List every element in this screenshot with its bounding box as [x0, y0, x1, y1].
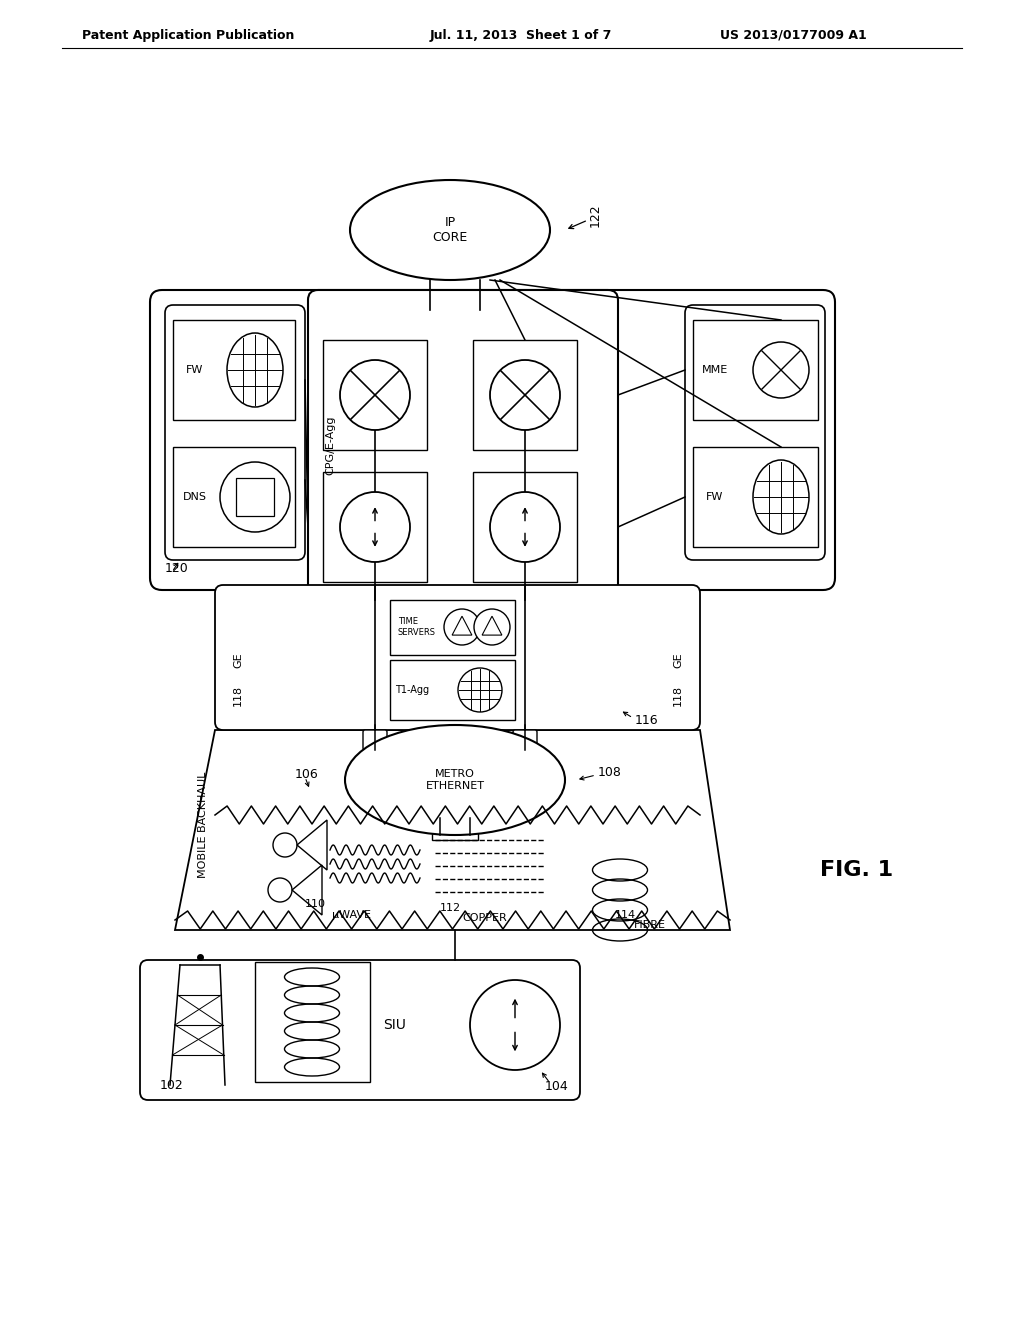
Text: FIG. 1: FIG. 1	[820, 861, 893, 880]
Text: 108: 108	[598, 766, 622, 779]
Text: FW: FW	[707, 492, 724, 502]
Text: DNS: DNS	[183, 492, 207, 502]
FancyBboxPatch shape	[150, 290, 835, 590]
Text: 102: 102	[160, 1078, 183, 1092]
Text: US 2013/0177009 A1: US 2013/0177009 A1	[720, 29, 866, 41]
Polygon shape	[175, 730, 730, 931]
Ellipse shape	[753, 459, 809, 535]
Bar	[693, 447, 818, 546]
Text: Jul. 11, 2013  Sheet 1 of 7: Jul. 11, 2013 Sheet 1 of 7	[430, 29, 612, 41]
Ellipse shape	[345, 725, 565, 836]
Circle shape	[470, 979, 560, 1071]
Text: FW: FW	[186, 366, 204, 375]
FancyBboxPatch shape	[215, 585, 700, 730]
FancyBboxPatch shape	[513, 730, 537, 750]
Circle shape	[753, 342, 809, 399]
FancyBboxPatch shape	[165, 305, 305, 560]
Circle shape	[490, 360, 560, 430]
Text: 118: 118	[673, 685, 683, 706]
Bar	[473, 473, 577, 582]
Text: 118: 118	[233, 685, 243, 706]
Bar	[173, 319, 295, 420]
Text: T1-Agg: T1-Agg	[395, 685, 429, 696]
Text: CPG/E-Agg: CPG/E-Agg	[325, 416, 335, 475]
Text: MOBILE BACKHAUL: MOBILE BACKHAUL	[198, 772, 208, 878]
Circle shape	[340, 360, 410, 430]
Text: 106: 106	[295, 768, 318, 781]
Text: Patent Application Publication: Patent Application Publication	[82, 29, 294, 41]
Circle shape	[273, 833, 297, 857]
Text: 114: 114	[615, 909, 636, 920]
Text: 104: 104	[545, 1081, 568, 1093]
FancyBboxPatch shape	[140, 960, 580, 1100]
Circle shape	[220, 462, 290, 532]
Text: 110: 110	[305, 899, 326, 909]
Text: 112: 112	[440, 903, 461, 913]
Ellipse shape	[350, 180, 550, 280]
Text: GE: GE	[233, 652, 243, 668]
Bar	[255, 962, 370, 1082]
FancyBboxPatch shape	[685, 305, 825, 560]
FancyBboxPatch shape	[362, 730, 387, 750]
Bar	[693, 319, 818, 420]
Circle shape	[340, 492, 410, 562]
Ellipse shape	[458, 668, 502, 711]
Bar	[390, 660, 515, 719]
Circle shape	[444, 609, 480, 645]
Bar	[323, 473, 427, 582]
Text: μWAVE: μWAVE	[332, 909, 371, 920]
FancyBboxPatch shape	[308, 290, 618, 601]
Text: 116: 116	[635, 714, 658, 726]
Text: GE: GE	[673, 652, 683, 668]
Bar	[323, 341, 427, 450]
Bar	[390, 601, 515, 655]
Text: 122: 122	[589, 203, 601, 227]
Bar	[428, 808, 458, 830]
Circle shape	[490, 492, 560, 562]
Text: METRO
ETHERNET: METRO ETHERNET	[426, 770, 484, 791]
Text: TIME
SERVERS: TIME SERVERS	[398, 618, 436, 636]
Text: SIU: SIU	[384, 1018, 407, 1032]
Bar	[173, 447, 295, 546]
Bar	[236, 478, 274, 516]
Ellipse shape	[227, 333, 283, 407]
Bar	[432, 818, 478, 840]
Text: IP
CORE: IP CORE	[432, 216, 468, 244]
Circle shape	[474, 609, 510, 645]
Text: COPPER: COPPER	[462, 913, 507, 923]
Bar	[473, 341, 577, 450]
Text: FIBRE: FIBRE	[634, 920, 666, 931]
Circle shape	[268, 878, 292, 902]
Text: MME: MME	[701, 366, 728, 375]
Text: 120: 120	[165, 562, 188, 576]
